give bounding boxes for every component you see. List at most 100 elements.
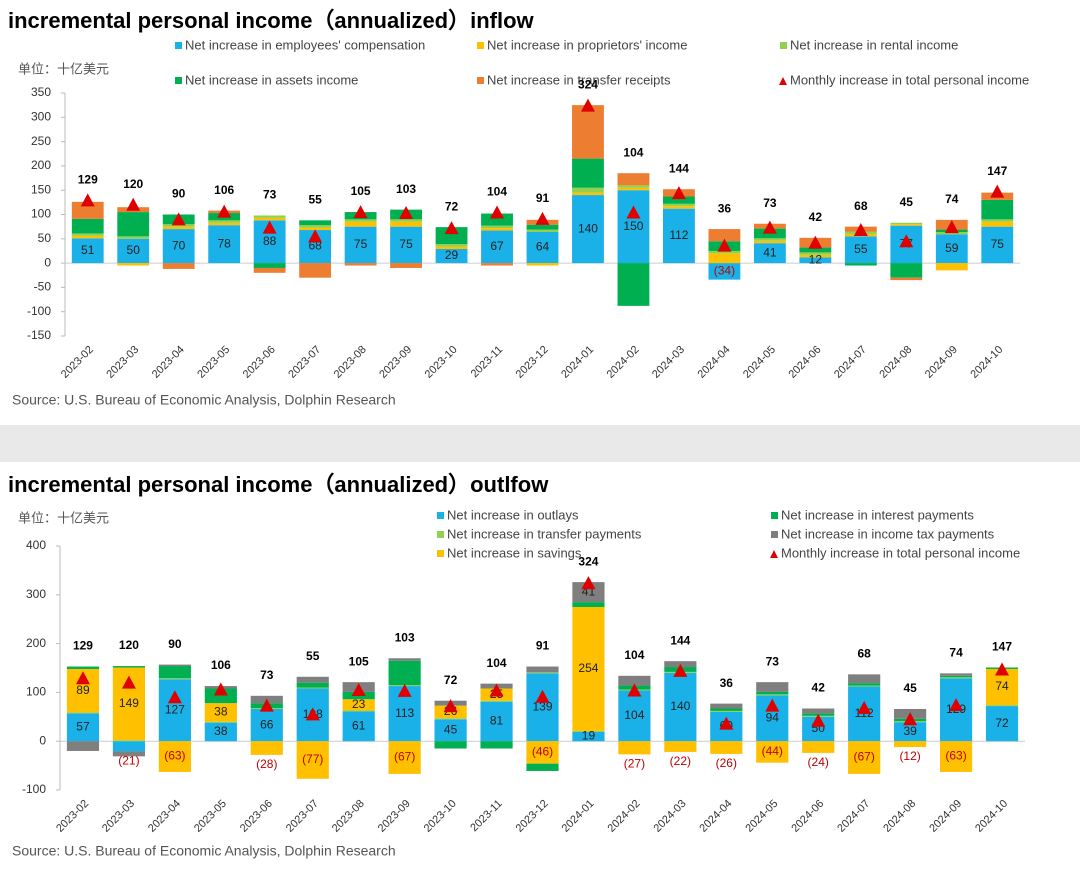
total-label: 103 (395, 630, 415, 644)
total-label: 55 (308, 193, 322, 207)
bar-segment (848, 685, 881, 687)
value-label: 29 (445, 248, 459, 262)
legend-swatch (477, 77, 484, 84)
total-marker (535, 211, 550, 225)
value-label: (63) (164, 749, 185, 763)
total-marker (489, 683, 504, 697)
bar-segment (526, 672, 559, 674)
value-label: 74 (995, 679, 1009, 693)
y-tick-label: -100 (27, 304, 51, 318)
bar-segment (753, 240, 786, 244)
bar-segment (526, 741, 559, 764)
source: Source: U.S. Bureau of Economic Analysis… (12, 843, 396, 859)
legend-swatch (477, 42, 484, 49)
total-label: 105 (349, 654, 369, 668)
total-marker (399, 206, 414, 220)
legend-label: Net increase in transfer receipts (487, 72, 671, 87)
value-label: (28) (256, 757, 277, 771)
value-label: 139 (532, 699, 552, 713)
total-marker (808, 235, 823, 249)
bar-segment (481, 213, 513, 226)
bar-segment (204, 703, 237, 722)
bar-segment (71, 233, 104, 236)
bar-segment (481, 225, 513, 229)
total-label: 74 (949, 646, 963, 660)
bar-segment (710, 703, 743, 709)
bar-segment (299, 227, 332, 231)
bar-segment (162, 263, 195, 269)
bar-segment (572, 730, 605, 732)
legend-label: Net increase in proprietors' income (487, 37, 687, 52)
total-marker (627, 683, 642, 697)
value-label: (27) (624, 757, 645, 771)
bar-segment (158, 678, 191, 680)
bar-segment (296, 676, 329, 683)
total-marker (262, 220, 277, 234)
bar-segment (890, 224, 923, 226)
y-tick-label: 100 (31, 207, 51, 221)
bar-segment (799, 254, 832, 258)
total-marker (305, 707, 320, 721)
value-label: 75 (399, 237, 413, 251)
bar-segment (390, 263, 422, 268)
y-tick-label: 0 (44, 255, 51, 269)
bar-segment (708, 229, 741, 242)
bar-segment (890, 277, 923, 281)
bar-segment (71, 235, 104, 239)
legend-swatch (437, 550, 444, 557)
bar-segment (572, 187, 604, 193)
bar-segment (939, 741, 973, 772)
unit-label: 单位：十亿美元 (18, 61, 109, 76)
unit-label: 单位：十亿美元 (18, 510, 109, 525)
bar-segment (894, 722, 927, 742)
bar-segment (526, 763, 559, 771)
value-label: (44) (762, 744, 783, 758)
legend-swatch (175, 42, 182, 49)
bar-segment (112, 741, 146, 752)
total-label: 103 (396, 182, 416, 196)
total-label: 104 (623, 145, 643, 159)
bar-segment (112, 751, 146, 757)
total-label: 73 (763, 196, 777, 210)
bar-segment (939, 673, 973, 676)
bar-segment (66, 741, 100, 751)
bar-segment (710, 741, 743, 754)
value-label: 12 (809, 252, 823, 266)
total-marker (353, 205, 368, 219)
bar-segment (526, 666, 559, 673)
bar-segment (935, 263, 968, 271)
bar-segment (985, 706, 1019, 742)
total-label: 324 (578, 77, 598, 91)
total-marker (490, 205, 505, 219)
value-label: (22) (670, 754, 691, 768)
bar-segment (981, 199, 1014, 220)
bar-segment (299, 225, 332, 228)
total-label: 129 (78, 173, 98, 187)
value-label: (34) (714, 264, 735, 278)
bar-segment (572, 602, 605, 607)
bar-segment (208, 225, 241, 264)
total-label: 68 (854, 199, 868, 213)
bar-segment (71, 238, 104, 264)
total-marker (213, 682, 228, 696)
bar-segment (617, 190, 650, 264)
bar-segment (71, 218, 104, 234)
bar-segment (710, 708, 743, 711)
value-label: (12) (899, 749, 920, 763)
legend-label: Net increase in interest payments (781, 507, 974, 522)
bar-segment (435, 244, 468, 247)
y-tick-label: 350 (31, 85, 51, 99)
bar-segment (481, 228, 513, 231)
bar-segment (939, 675, 973, 678)
total-marker (853, 223, 868, 237)
value-label: 104 (624, 708, 644, 722)
bar-segment (663, 203, 695, 207)
bar-segment (708, 263, 741, 280)
bar-segment (848, 674, 881, 684)
value-label: (24) (808, 755, 829, 769)
total-marker (811, 713, 826, 727)
y-tick-label: 200 (31, 158, 51, 172)
bar-segment (618, 675, 651, 686)
y-tick-label: 150 (31, 182, 51, 196)
value-label: (63) (945, 749, 966, 763)
